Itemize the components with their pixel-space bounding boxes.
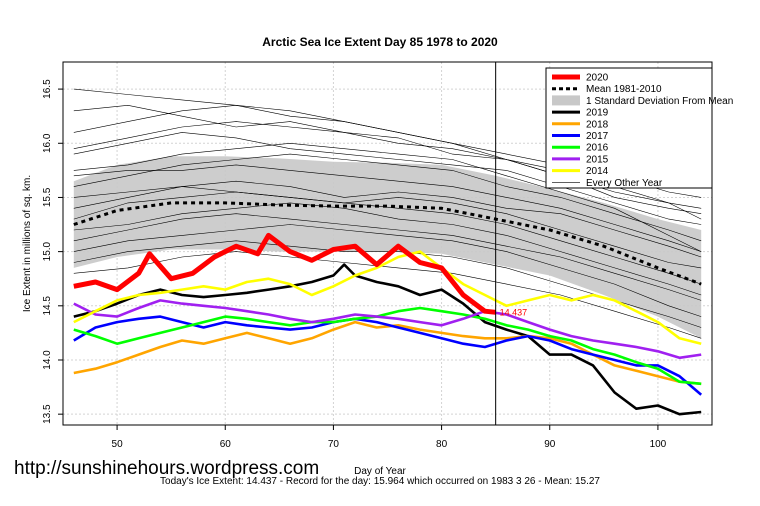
y-tick-label: 14.5 [42, 296, 53, 316]
chart-title: Arctic Sea Ice Extent Day 85 1978 to 202… [262, 35, 498, 49]
series-line-2015 [73, 299, 702, 360]
series-line-2016 [73, 306, 702, 386]
background-year-line [73, 142, 702, 252]
x-axis-label: Day of Year [354, 466, 406, 477]
series-line-2017 [73, 315, 703, 396]
background-year-line [73, 213, 702, 301]
legend-label: 2015 [586, 154, 609, 165]
legend-swatch [552, 95, 580, 106]
mean-line [73, 201, 702, 286]
legend-label: 2014 [586, 166, 609, 177]
background-year-line [73, 88, 702, 209]
x-tick-label: 90 [544, 439, 556, 450]
legend-label: 2020 [586, 73, 609, 84]
legend-label: 2018 [586, 119, 609, 130]
x-tick-label: 60 [220, 439, 232, 450]
background-year-line [73, 202, 702, 296]
y-tick-label: 16.5 [42, 79, 53, 99]
background-year-line [73, 186, 702, 269]
watermark-url[interactable]: http://sunshinehours.wordpress.com [14, 458, 320, 479]
y-tick-label: 15.5 [42, 187, 53, 207]
background-year-line [73, 251, 702, 339]
y-axis-label: Ice Extent in millions of sq. km. [22, 175, 33, 312]
x-tick-label: 50 [112, 439, 124, 450]
series-line-2019 [73, 263, 702, 416]
background-year-line [73, 153, 702, 242]
legend-label: 2016 [586, 143, 609, 154]
current-value-label: 14.437 [500, 307, 528, 317]
std-deviation-band [73, 156, 702, 339]
x-tick-label: 100 [650, 439, 667, 450]
background-year-line [73, 104, 702, 214]
legend-label: 2019 [586, 108, 609, 119]
background-year-line [73, 191, 702, 285]
footer-stats: Today's Ice Extent: 14.437 - Record for … [160, 476, 600, 487]
legend-label: Every Other Year [586, 178, 663, 189]
background-year-line [73, 164, 702, 252]
y-tick-label: 15.0 [42, 241, 53, 261]
y-tick-label: 16.0 [42, 133, 53, 153]
y-tick-label: 13.5 [42, 404, 53, 424]
series-line-2014 [73, 250, 702, 345]
y-tick-label: 14.0 [42, 350, 53, 370]
legend-label: 1 Standard Deviation From Mean [586, 96, 733, 107]
x-tick-label: 80 [436, 439, 448, 450]
background-year-line [73, 132, 702, 225]
x-tick-label: 70 [328, 439, 340, 450]
legend-label: Mean 1981-2010 [586, 84, 662, 95]
background-year-line [73, 224, 702, 317]
legend-label: 2017 [586, 131, 609, 142]
series-line-2020 [73, 232, 496, 315]
plot-frame [62, 61, 713, 426]
